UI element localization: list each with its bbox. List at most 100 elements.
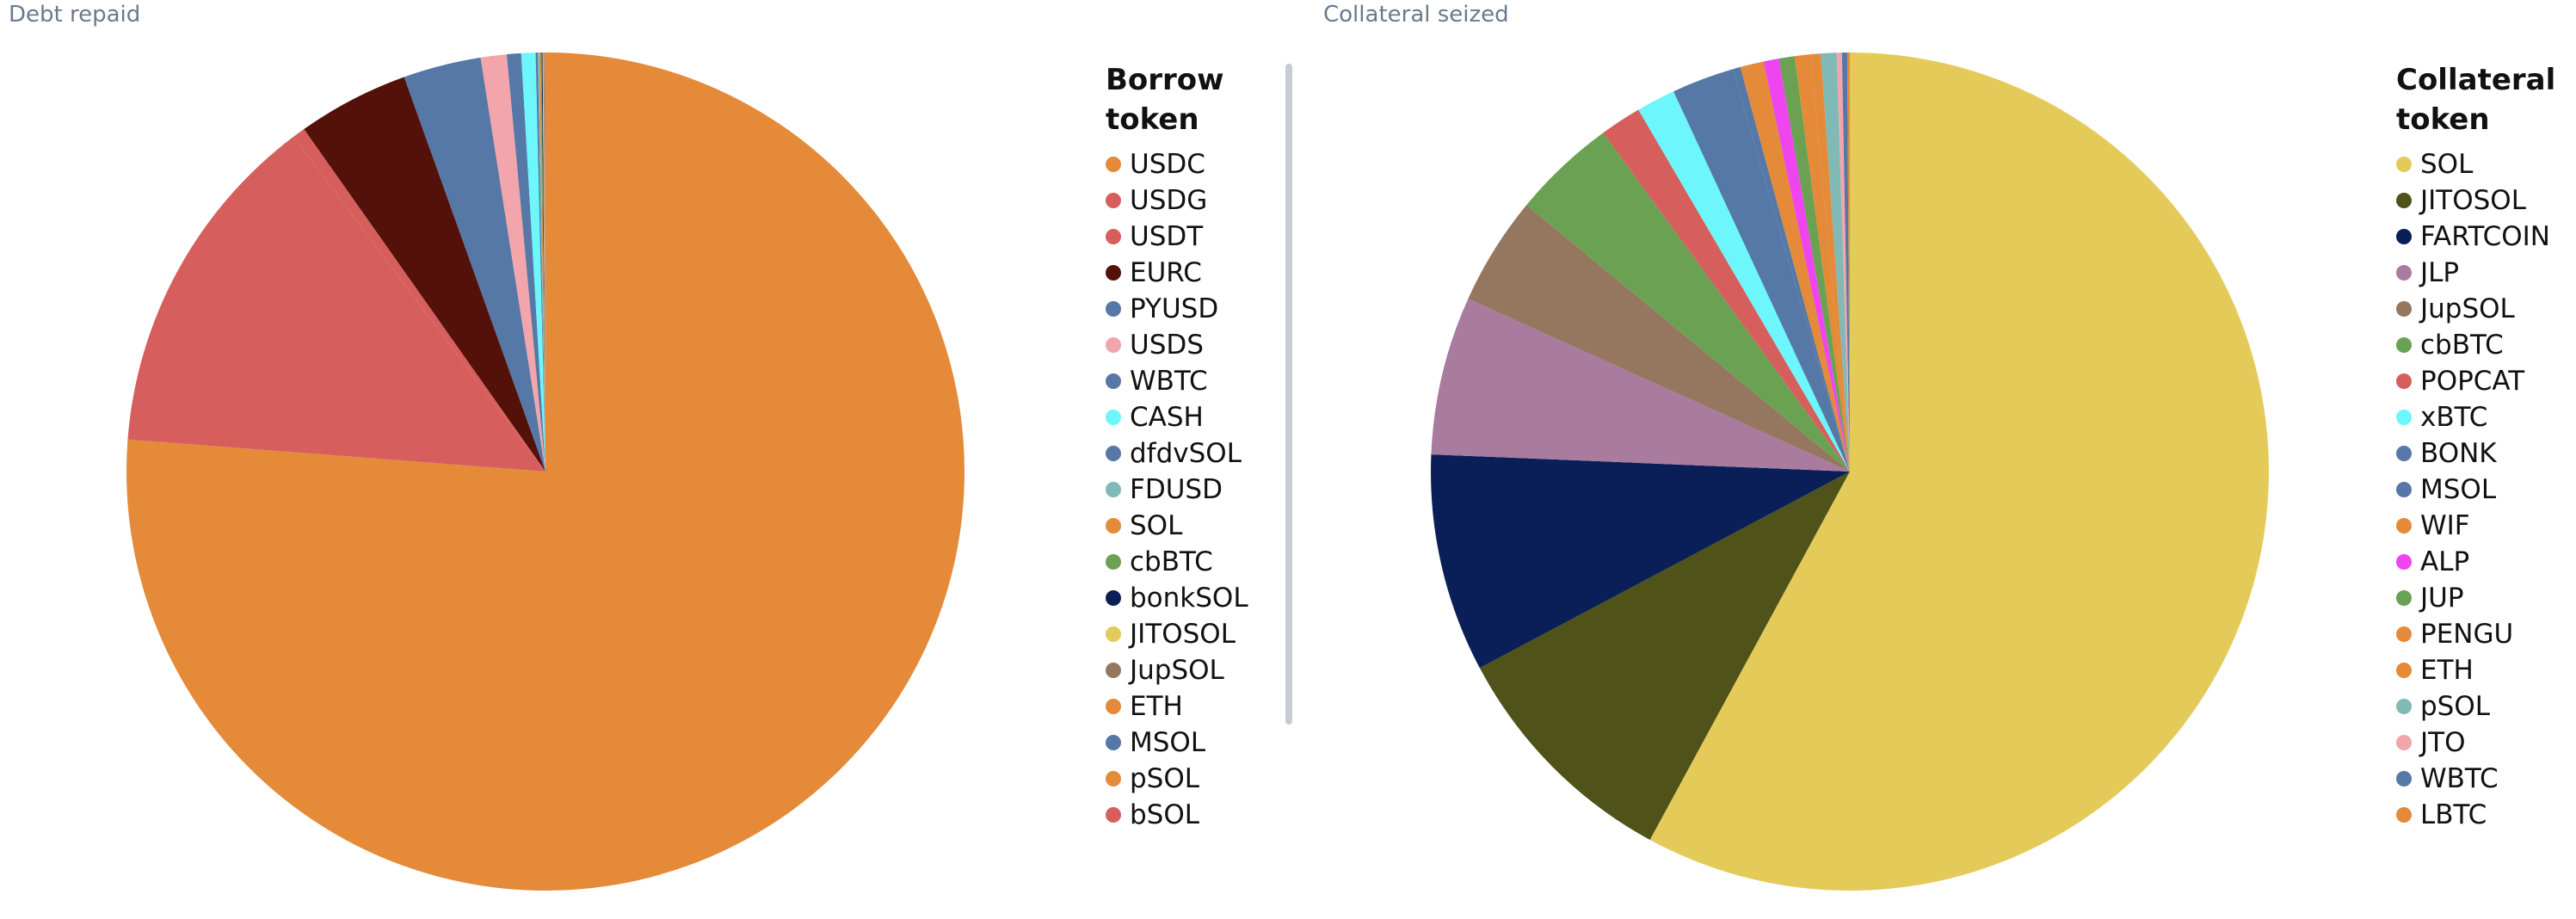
- legend-label: ETH: [2420, 655, 2474, 686]
- legend-swatch: [2396, 771, 2412, 786]
- pie-slice: [293, 129, 545, 472]
- pie-slice: [126, 52, 965, 891]
- legend-label: BONK: [2420, 438, 2497, 469]
- pie-slice: [1468, 205, 1850, 472]
- legend-item[interactable]: JTO: [2396, 725, 2576, 761]
- legend-label: pSOL: [2420, 691, 2491, 722]
- pie-slice: [1841, 52, 1850, 472]
- legend-swatch: [2396, 446, 2412, 461]
- legend-label: ETH: [1130, 691, 1183, 722]
- legend-label: JUP: [2420, 583, 2464, 614]
- pie-slice: [521, 52, 545, 472]
- legend-item[interactable]: JITOSOL: [1106, 616, 1278, 652]
- pie-slice: [1836, 52, 1850, 472]
- legend-swatch: [1106, 410, 1121, 425]
- legend-item[interactable]: bonkSOL: [1106, 580, 1278, 616]
- legend-label: JLP: [2420, 257, 2460, 288]
- pie-slice: [1740, 61, 1850, 472]
- legend-swatch: [2396, 807, 2412, 823]
- legend-swatch: [2396, 301, 2412, 317]
- legend-item[interactable]: JUP: [2396, 580, 2576, 616]
- legend-swatch: [1106, 373, 1121, 389]
- legend-label: bonkSOL: [1130, 583, 1248, 614]
- pie-slice: [1794, 54, 1850, 472]
- legend-item[interactable]: MSOL: [2396, 472, 2576, 508]
- legend-label: JITOSOL: [1130, 619, 1236, 650]
- legend-label: USDG: [1130, 185, 1208, 216]
- legend-item[interactable]: WIF: [2396, 508, 2576, 544]
- pie-slice: [1673, 69, 1850, 472]
- pie-slice: [304, 77, 545, 472]
- legend-item[interactable]: dfdvSOL: [1106, 435, 1278, 472]
- legend-swatch: [1106, 337, 1121, 353]
- legend-item[interactable]: POPCAT: [2396, 363, 2576, 399]
- legend-item[interactable]: pSOL: [2396, 688, 2576, 725]
- legend-item[interactable]: cbBTC: [1106, 544, 1278, 580]
- legend-label: FDUSD: [1130, 474, 1223, 505]
- legend-label: JupSOL: [2420, 293, 2515, 324]
- chart-title: Debt repaid: [9, 2, 141, 28]
- legend-item[interactable]: USDT: [1106, 219, 1278, 255]
- legend-swatch: [2396, 193, 2412, 208]
- legend-swatch: [1106, 807, 1121, 823]
- legend-item[interactable]: ETH: [2396, 652, 2576, 688]
- legend-item[interactable]: PYUSD: [1106, 291, 1278, 327]
- legend-item[interactable]: CASH: [1106, 399, 1278, 435]
- pie-slice: [1846, 52, 1850, 472]
- legend-item[interactable]: JupSOL: [1106, 652, 1278, 688]
- legend-label: USDC: [1130, 149, 1205, 180]
- legend-swatch: [1106, 699, 1121, 714]
- legend-label: cbBTC: [1130, 546, 1213, 577]
- legend-label: pSOL: [1130, 763, 1200, 794]
- legend-item[interactable]: FARTCOIN: [2396, 219, 2576, 255]
- pie-slice: [1479, 472, 1850, 840]
- pie-slice: [1778, 56, 1850, 472]
- legend-swatch: [2396, 554, 2412, 570]
- legend-item[interactable]: SOL: [2396, 146, 2576, 182]
- legend-item[interactable]: USDG: [1106, 182, 1278, 219]
- pie-slice: [542, 52, 545, 472]
- legend-item[interactable]: JLP: [2396, 255, 2576, 291]
- legend-swatch: [1106, 663, 1121, 678]
- legend-swatch: [1106, 446, 1121, 461]
- legend-swatch: [2396, 590, 2412, 606]
- scrollbar[interactable]: [1285, 64, 1292, 725]
- legend-item[interactable]: ETH: [1106, 688, 1278, 725]
- legend-swatch: [1106, 626, 1121, 642]
- legend-label: WBTC: [2420, 763, 2499, 794]
- legend-item[interactable]: USDC: [1106, 146, 1278, 182]
- legend-item[interactable]: WBTC: [1106, 363, 1278, 399]
- pie-slice: [1431, 454, 1850, 669]
- legend-swatch: [2396, 373, 2412, 389]
- legend-label: SOL: [1130, 510, 1183, 541]
- legend-label: ALP: [2420, 546, 2470, 577]
- pie-slice: [1763, 59, 1850, 472]
- legend-item[interactable]: bSOL: [1106, 797, 1278, 833]
- legend-label: JITOSOL: [2420, 185, 2526, 216]
- legend-item[interactable]: cbBTC: [2396, 327, 2576, 363]
- legend-item[interactable]: pSOL: [1106, 761, 1278, 797]
- legend-item[interactable]: EURC: [1106, 255, 1278, 291]
- legend-item[interactable]: PENGU: [2396, 616, 2576, 652]
- legend-item[interactable]: ALP: [2396, 544, 2576, 580]
- legend-swatch: [1106, 518, 1121, 534]
- legend-item[interactable]: xBTC: [2396, 399, 2576, 435]
- legend-label: POPCAT: [2420, 366, 2525, 397]
- legend-item[interactable]: USDS: [1106, 327, 1278, 363]
- legend-swatch: [2396, 337, 2412, 353]
- legend-item[interactable]: JupSOL: [2396, 291, 2576, 327]
- legend-label: CASH: [1130, 402, 1204, 433]
- pie-slice: [1732, 66, 1850, 472]
- pie-slice: [1638, 91, 1850, 472]
- legend-label: MSOL: [1130, 727, 1206, 758]
- legend-item[interactable]: BONK: [2396, 435, 2576, 472]
- legend-item[interactable]: SOL: [1106, 508, 1278, 544]
- pie-slice: [543, 52, 545, 472]
- legend-item[interactable]: MSOL: [1106, 725, 1278, 761]
- legend-item[interactable]: WBTC: [2396, 761, 2576, 797]
- legend-item[interactable]: FDUSD: [1106, 472, 1278, 508]
- pie-slice: [544, 52, 545, 472]
- legend-item[interactable]: LBTC: [2396, 797, 2576, 833]
- legend-item[interactable]: JITOSOL: [2396, 182, 2576, 219]
